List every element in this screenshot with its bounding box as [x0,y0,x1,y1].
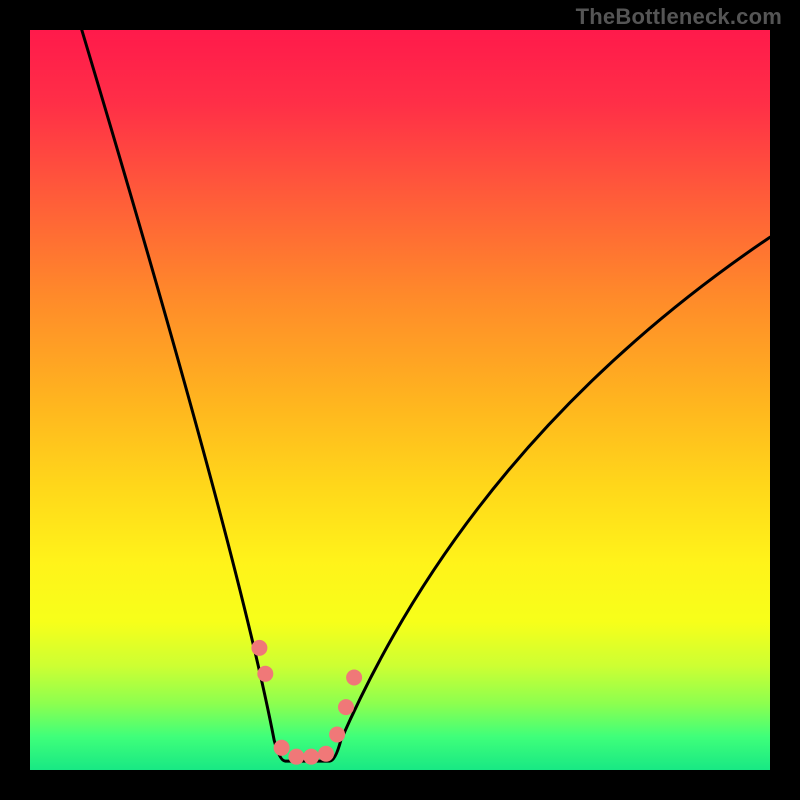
bottleneck-chart: TheBottleneck.com [0,0,800,800]
plot-svg [0,0,800,800]
watermark-text: TheBottleneck.com [576,4,782,30]
